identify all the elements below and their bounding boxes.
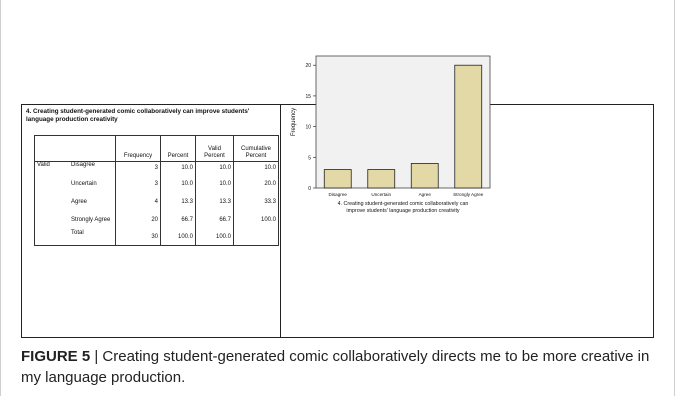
group-spacer [34, 193, 69, 212]
cell-percent: 10.0 [160, 161, 196, 176]
x-axis-label-line-2: improve students' language production cr… [346, 208, 460, 214]
cell-valid-percent: 100.0 [195, 229, 234, 246]
cell-percent: 66.7 [160, 211, 196, 230]
cell-percent: 10.0 [160, 175, 196, 194]
cell-valid-percent: 13.3 [195, 193, 234, 212]
x-tick-label: Uncertain [371, 192, 391, 197]
header-cumulative-percent: Cumulative Percent [233, 135, 279, 162]
table-corner [69, 135, 116, 162]
row-label: Agree [71, 199, 88, 205]
cell-percent: 13.3 [160, 193, 196, 212]
row-label: Total [69, 229, 116, 246]
y-tick-label: 10 [305, 125, 311, 131]
bar-strongly-agree [454, 64, 483, 189]
y-tick-label: 5 [308, 155, 311, 161]
x-tick-label: Agree [419, 192, 432, 197]
cell-frequency: 20 [115, 211, 161, 230]
row-label: Disagree [69, 161, 116, 176]
cell-valid-percent: 10.0 [195, 175, 234, 194]
cell-valid-percent: 66.7 [195, 211, 234, 230]
row-label: Strongly Agree [71, 217, 111, 223]
panel-divider [280, 105, 281, 337]
caption-separator: | [90, 348, 103, 365]
cell-frequency: 30 [115, 229, 161, 246]
row-label: Uncertain [71, 181, 97, 187]
x-tick-label: Strongly Agree [453, 192, 484, 197]
cell-frequency: 3 [115, 175, 161, 194]
header-percent: Percent [160, 135, 196, 162]
x-tick-label: Disagree [329, 192, 348, 197]
cell-cumulative-percent: 10.0 [233, 161, 279, 176]
bar-disagree [323, 169, 352, 189]
header-valid-percent: Valid Percent [195, 135, 234, 162]
cell-cumulative-percent: 100.0 [233, 211, 279, 230]
group-spacer [34, 211, 69, 230]
group-spacer [34, 175, 69, 194]
cell-valid-percent: 10.0 [195, 161, 234, 176]
figure-label: FIGURE 5 [21, 348, 91, 365]
x-axis-label-line-1: 4. Creating student-generated comic coll… [338, 201, 469, 207]
frequency-table: Frequency Percent Valid Percent Cumulati… [34, 135, 279, 246]
cell-frequency: 3 [115, 161, 161, 176]
header-frequency: Frequency [115, 135, 161, 162]
y-axis-label: Frequency [291, 108, 297, 136]
y-tick-label: 0 [308, 186, 311, 192]
y-tick-label: 20 [305, 63, 311, 69]
table-corner [34, 135, 69, 162]
group-label: Valid [34, 161, 69, 176]
bar-uncertain [367, 169, 396, 189]
table-title: 4. Creating student-generated comic coll… [26, 108, 250, 123]
caption-text: Creating student-generated comic collabo… [21, 348, 650, 386]
cell-cumulative-percent: 20.0 [233, 175, 279, 194]
cell-percent: 100.0 [160, 229, 196, 246]
cell-cumulative-percent: 33.3 [233, 193, 279, 212]
bar-agree [410, 163, 439, 189]
y-tick-label: 15 [305, 94, 311, 100]
cell-frequency: 4 [115, 193, 161, 212]
figure-caption: FIGURE 5 | Creating student-generated co… [21, 346, 661, 388]
frequency-bar-chart: 0 5 10 15 20 Frequency Disagree Uncertain Agree S… [291, 55, 491, 214]
group-spacer [34, 229, 69, 246]
cell-cumulative-percent [233, 229, 279, 246]
